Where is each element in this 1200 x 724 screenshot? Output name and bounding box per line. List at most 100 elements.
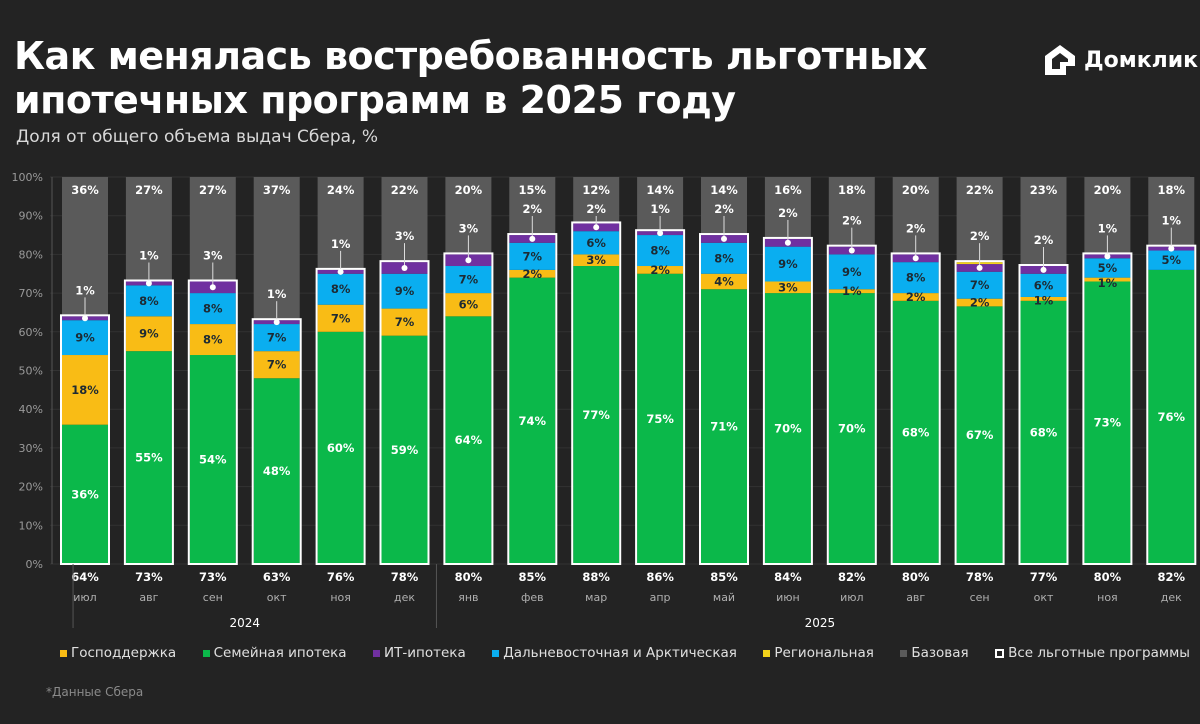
x-tick-label: июн [776,591,800,604]
total-label: 78% [966,570,994,584]
bar-segment-fareast [381,273,428,309]
data-label-base: 22% [391,183,419,197]
data-label-fareast: 8% [331,282,351,296]
total-label: 78% [391,570,419,584]
bar-segment-gospod [189,324,236,356]
total-label: 76% [327,570,355,584]
total-label: 73% [135,570,163,584]
total-label: 80% [902,570,930,584]
bar-segment-family [1084,281,1131,564]
bar-segment-gospod [637,266,684,274]
bar-segment-fareast [189,293,236,325]
data-label-fareast: 8% [203,302,223,316]
bar-segment-family [573,266,620,564]
bar-segment-family [637,273,684,564]
data-label-fareast: 8% [714,251,734,265]
data-label-gospod: 3% [586,253,606,267]
x-tick-label: июл [73,591,96,604]
data-label-family: 48% [263,464,291,478]
data-label-gospod: 7% [267,358,287,372]
bar-segment-family [381,335,428,564]
data-label-gospod: 8% [203,333,223,347]
callout-dot [1104,253,1111,260]
x-tick-label: фев [521,591,544,604]
data-label-family: 68% [1030,425,1058,439]
data-label-family: 75% [646,412,674,426]
bar-segment-fareast [125,285,172,317]
x-tick-label: сен [203,591,223,604]
legend-label: Региональная [774,645,874,661]
bar-segment-family [1148,269,1195,564]
callout-dot [1168,245,1175,252]
legend-label: ИТ-ипотека [384,645,466,661]
data-label-base: 20% [902,183,930,197]
data-label-base: 22% [966,183,994,197]
y-tick-label: 30% [19,442,43,455]
bar-segment-gospod [892,293,939,301]
bar-segment-family [125,351,172,564]
total-label: 73% [199,570,227,584]
data-label-family: 64% [455,433,483,447]
x-tick-label: авг [906,591,925,604]
data-label-base: 20% [455,183,483,197]
data-label-gospod: 6% [459,298,479,312]
y-tick-label: 80% [19,248,43,261]
data-label-it: 1% [1162,214,1182,228]
data-label-family: 60% [327,441,355,455]
bar-segment-fareast [828,254,875,290]
data-label-it: 1% [267,287,287,301]
data-label-family: 71% [710,420,738,434]
x-tick-label: дек [1161,591,1182,604]
callout-dot [593,224,600,231]
x-tick-label: ноя [330,591,351,604]
data-label-family: 54% [199,453,227,467]
data-label-family: 70% [838,422,866,436]
data-label-gospod: 2% [906,290,926,304]
data-label-base: 20% [1094,183,1122,197]
x-tick-label: ноя [1097,591,1118,604]
data-label-it: 1% [1098,221,1118,235]
data-label-gospod: 7% [331,311,351,325]
bar-segment-gospod [381,308,428,336]
data-label-it: 2% [970,229,990,243]
data-label-it: 1% [331,237,351,251]
y-tick-label: 10% [19,519,43,532]
bar-segment-gospod [253,351,300,379]
data-label-base: 37% [263,183,291,197]
bar-segment-family [764,293,811,564]
y-tick-label: 40% [19,403,43,416]
callout-dot [465,257,472,264]
bar-segment-family [509,277,556,564]
data-label-gospod: 3% [778,280,798,294]
data-label-fareast: 7% [523,249,543,263]
data-label-gospod: 7% [395,315,415,329]
data-label-base: 18% [1158,183,1186,197]
callout-dot [657,230,664,237]
legend-swatch [60,649,67,657]
total-label: 82% [1158,570,1186,584]
data-label-base: 24% [327,183,355,197]
data-label-family: 59% [391,443,419,457]
data-label-fareast: 9% [842,265,862,279]
x-tick-label: мар [585,591,607,604]
x-tick-label: дек [394,591,415,604]
bar-segment-fareast [445,266,492,294]
bar-segment-gospod [125,316,172,352]
data-label-it: 2% [714,202,734,216]
data-label-fareast: 8% [139,294,159,308]
legend-label: Семейная ипотека [213,645,347,661]
data-label-fareast: 5% [1162,253,1182,267]
bar-segment-gospod [828,289,875,294]
bar-segment-fareast [1148,250,1195,270]
data-label-it: 3% [459,221,479,235]
data-label-it: 2% [906,221,926,235]
x-tick-label: янв [458,591,478,604]
bar-segment-family [828,293,875,564]
total-label: 63% [263,570,291,584]
total-label: 84% [774,570,802,584]
bar-segment-fareast [1020,273,1067,297]
bar-segment-family [189,355,236,564]
data-label-base: 36% [71,183,99,197]
data-label-base: 23% [1030,183,1058,197]
